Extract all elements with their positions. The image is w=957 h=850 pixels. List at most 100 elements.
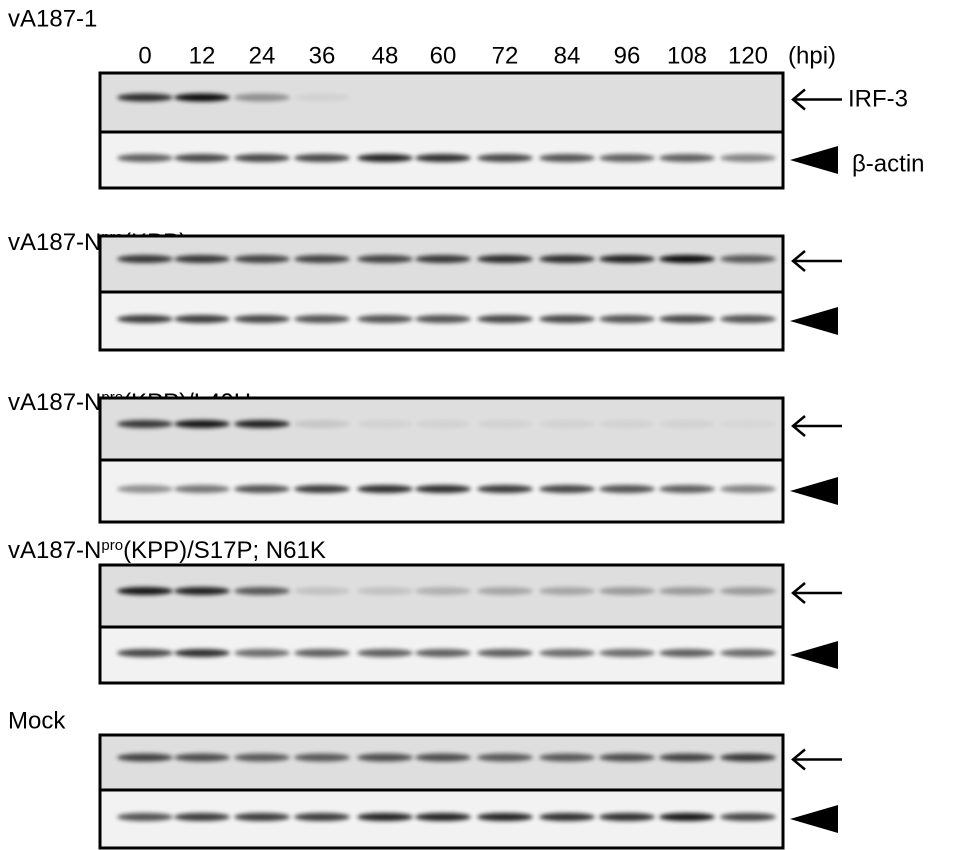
band: [174, 255, 230, 263]
band: [117, 753, 173, 762]
band: [415, 255, 471, 263]
band: [720, 587, 776, 595]
band: [477, 420, 533, 428]
band: [357, 420, 413, 428]
band: [294, 649, 350, 657]
band: [357, 315, 413, 323]
band: [117, 420, 173, 428]
lane-label: 60: [430, 42, 457, 69]
band: [659, 813, 715, 821]
band: [599, 813, 655, 821]
band: [720, 649, 776, 657]
irf-label: IRF-3: [848, 85, 908, 112]
band: [477, 649, 533, 657]
lane-label: 108: [667, 42, 707, 69]
band: [599, 315, 655, 323]
band: [599, 587, 655, 595]
lane-label: 120: [728, 42, 768, 69]
band: [294, 93, 350, 102]
band: [659, 485, 715, 493]
band: [117, 587, 173, 595]
band: [234, 154, 290, 162]
band: [477, 315, 533, 323]
band: [539, 587, 595, 595]
arrow-head: [791, 250, 806, 272]
band: [539, 753, 595, 762]
band: [659, 420, 715, 428]
band: [477, 154, 533, 162]
band: [659, 753, 715, 762]
irf-blot: [98, 71, 785, 134]
band: [720, 255, 776, 263]
lane-label: 36: [309, 42, 336, 69]
band: [234, 255, 290, 263]
band: [720, 753, 776, 762]
band: [174, 315, 230, 323]
band: [357, 813, 413, 821]
band: [539, 813, 595, 821]
label-prefix: vA187-N: [8, 389, 101, 416]
band: [174, 93, 230, 102]
lane-label: 24: [249, 42, 276, 69]
band: [415, 649, 471, 657]
band: [477, 753, 533, 762]
band: [599, 154, 655, 162]
band: [294, 154, 350, 162]
band: [720, 315, 776, 323]
band: [720, 420, 776, 428]
band: [294, 587, 350, 595]
band: [477, 255, 533, 263]
band: [117, 315, 173, 323]
band: [720, 154, 776, 162]
lane-label: 48: [372, 42, 399, 69]
label-prefix: vA187-N: [8, 537, 101, 564]
arrowhead-marker: [790, 805, 838, 833]
band: [415, 485, 471, 493]
panel-label: Mock: [8, 707, 66, 734]
band: [117, 813, 173, 821]
band: [477, 813, 533, 821]
band: [539, 154, 595, 162]
band: [357, 649, 413, 657]
band: [294, 813, 350, 821]
irf-blot: [98, 733, 785, 792]
band: [234, 813, 290, 821]
lane-label: 72: [492, 42, 519, 69]
band: [539, 315, 595, 323]
band: [174, 420, 230, 428]
label-suffix: (KPP)/S17P; N61K: [123, 537, 326, 564]
band: [659, 315, 715, 323]
band: [117, 154, 173, 162]
band: [174, 154, 230, 162]
band: [659, 649, 715, 657]
band: [659, 154, 715, 162]
band: [174, 649, 230, 657]
panel-label: vA187-Npro(KPP)/S17P; N61K: [8, 537, 326, 564]
band: [234, 485, 290, 493]
arrowhead-marker: [790, 307, 838, 335]
arrow-head: [791, 415, 806, 437]
band: [599, 485, 655, 493]
arrowhead-marker: [790, 641, 838, 669]
lane-label: 96: [614, 42, 641, 69]
irf-blot: [98, 234, 785, 294]
band: [117, 649, 173, 657]
band: [294, 485, 350, 493]
band: [174, 753, 230, 762]
lane-label: 84: [554, 42, 581, 69]
arrow-head: [791, 582, 806, 604]
irf-blot: [98, 396, 785, 462]
band: [357, 154, 413, 162]
band: [539, 485, 595, 493]
band: [659, 255, 715, 263]
band: [294, 420, 350, 428]
label-superscript: pro: [101, 537, 123, 554]
band: [174, 485, 230, 493]
lane-label: 12: [189, 42, 216, 69]
band: [117, 255, 173, 263]
arrow-head: [791, 748, 806, 771]
band: [415, 753, 471, 762]
band: [294, 753, 350, 762]
